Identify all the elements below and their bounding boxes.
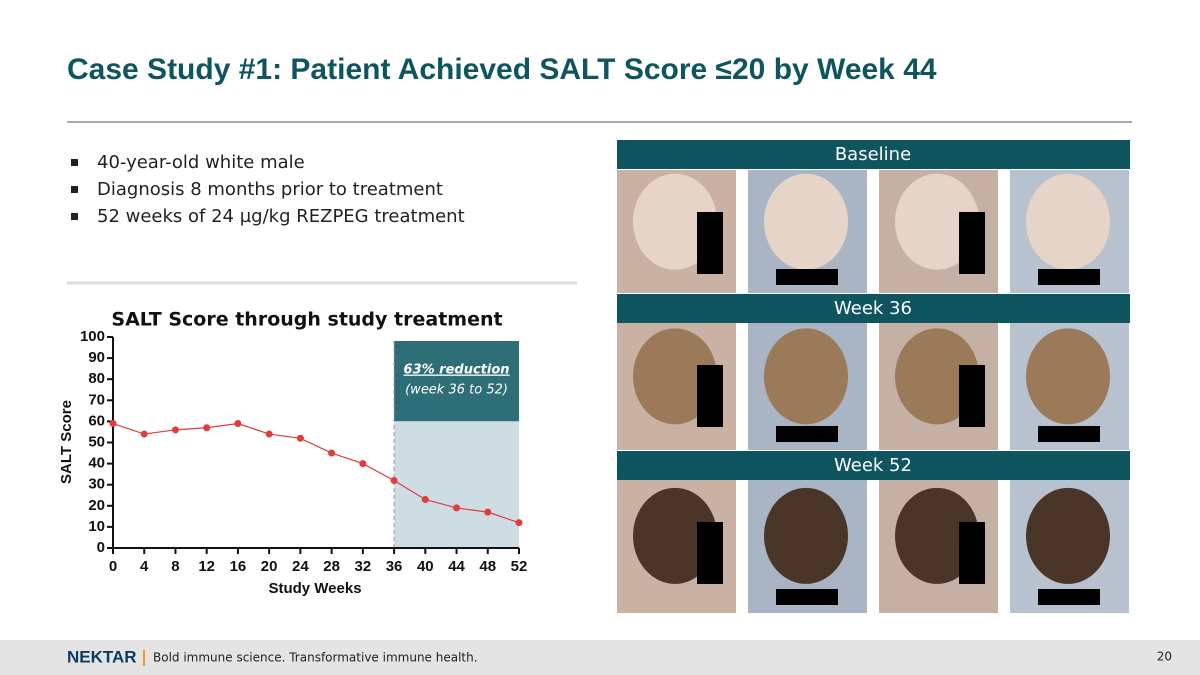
- x-tick-label: 4: [140, 558, 149, 575]
- censor-box: [776, 589, 838, 605]
- annotation-box: [394, 341, 519, 422]
- bullet-marker: [71, 159, 78, 166]
- bullet-marker: [71, 213, 78, 220]
- salt-point: [484, 508, 492, 516]
- photo-row-header: [617, 140, 1130, 169]
- censor-box: [697, 365, 723, 427]
- salt-point: [421, 495, 429, 503]
- x-tick-label: 8: [171, 558, 179, 575]
- patient-head: [764, 328, 848, 425]
- chart-title: SALT Score through study treatment: [111, 309, 502, 331]
- y-tick-label: 30: [88, 476, 105, 493]
- censor-box: [959, 365, 985, 427]
- y-tick-label: 50: [88, 433, 105, 450]
- chart: SALT Score through study treatment Study…: [58, 309, 527, 597]
- censor-box: [1038, 269, 1100, 285]
- patient-head: [895, 328, 979, 425]
- salt-point: [296, 434, 304, 442]
- salt-point: [109, 420, 117, 428]
- y-tick-label: 0: [97, 539, 105, 556]
- y-tick-label: 80: [88, 370, 105, 387]
- salt-point: [390, 476, 398, 484]
- salt-point: [515, 519, 523, 527]
- y-tick-label: 10: [88, 518, 105, 535]
- patient-head: [1026, 328, 1110, 425]
- censor-box: [1038, 589, 1100, 605]
- y-tick-label: 40: [88, 455, 105, 472]
- salt-point: [265, 430, 273, 438]
- salt-point: [328, 449, 336, 457]
- censor-box: [959, 522, 985, 584]
- bullet-text: Diagnosis 8 months prior to treatment: [97, 179, 443, 200]
- censor-box: [776, 269, 838, 285]
- footer-bar: [0, 640, 1200, 675]
- patient-head: [764, 487, 848, 584]
- censor-box: [776, 426, 838, 442]
- x-tick-label: 52: [511, 558, 528, 575]
- censor-box: [697, 212, 723, 274]
- photo-row-label: Week 52: [834, 455, 912, 476]
- patient-head: [1026, 173, 1110, 270]
- y-axis-title: SALT Score: [58, 400, 75, 484]
- salt-point: [140, 430, 148, 438]
- x-tick-label: 40: [417, 558, 434, 575]
- x-tick-label: 44: [448, 558, 465, 575]
- patient-head: [633, 487, 717, 584]
- censor-box: [959, 212, 985, 274]
- x-tick-label: 36: [386, 558, 403, 575]
- footer-logo: NEKTAR: [67, 647, 137, 666]
- photo-row-label: Baseline: [835, 144, 911, 165]
- page-number: 20: [1157, 650, 1172, 664]
- bullet-list: 40-year-old white male Diagnosis 8 months…: [71, 152, 465, 227]
- x-tick-label: 20: [261, 558, 278, 575]
- x-tick-label: 12: [198, 558, 215, 575]
- patient-head: [895, 487, 979, 584]
- y-tick-label: 100: [80, 328, 105, 345]
- bullet-text: 52 weeks of 24 µg/kg REZPEG treatment: [97, 206, 465, 227]
- x-tick-label: 28: [323, 558, 340, 575]
- x-tick-label: 48: [479, 558, 496, 575]
- x-tick-label: 24: [292, 558, 309, 575]
- patient-head: [1026, 487, 1110, 584]
- salt-line: [112, 422, 520, 524]
- y-tick-label: 60: [88, 412, 105, 429]
- photo-row-header: [617, 294, 1130, 323]
- bullet-text: 40-year-old white male: [97, 152, 305, 173]
- footer-tagline: Bold immune science. Transformative immu…: [153, 651, 478, 665]
- salt-point: [203, 424, 211, 432]
- photo-row-header: [617, 451, 1130, 480]
- bullet-marker: [71, 186, 78, 193]
- slide-title: Case Study #1: Patient Achieved SALT Sco…: [67, 53, 937, 86]
- annotation-subtitle: (week 36 to 52): [405, 383, 508, 398]
- censor-box: [1038, 426, 1100, 442]
- censor-box: [697, 522, 723, 584]
- salt-point: [453, 504, 461, 512]
- x-tick-label: 16: [230, 558, 247, 575]
- y-tick-label: 70: [88, 391, 105, 408]
- patient-head: [764, 173, 848, 270]
- photo-grid: Baseline Week 36 Week 52: [617, 140, 1130, 613]
- patient-head: [633, 328, 717, 425]
- y-tick-label: 20: [88, 497, 105, 514]
- salt-point: [234, 420, 242, 428]
- annotation-title: 63% reduction: [404, 363, 510, 378]
- x-tick-label: 32: [355, 558, 372, 575]
- salt-point: [171, 426, 179, 434]
- patient-head: [895, 173, 979, 270]
- y-tick-label: 90: [88, 349, 105, 366]
- patient-head: [633, 173, 717, 270]
- x-tick-label: 0: [109, 558, 117, 575]
- salt-point: [359, 460, 367, 468]
- x-axis-title: Study Weeks: [268, 580, 361, 597]
- photo-row-label: Week 36: [834, 298, 912, 319]
